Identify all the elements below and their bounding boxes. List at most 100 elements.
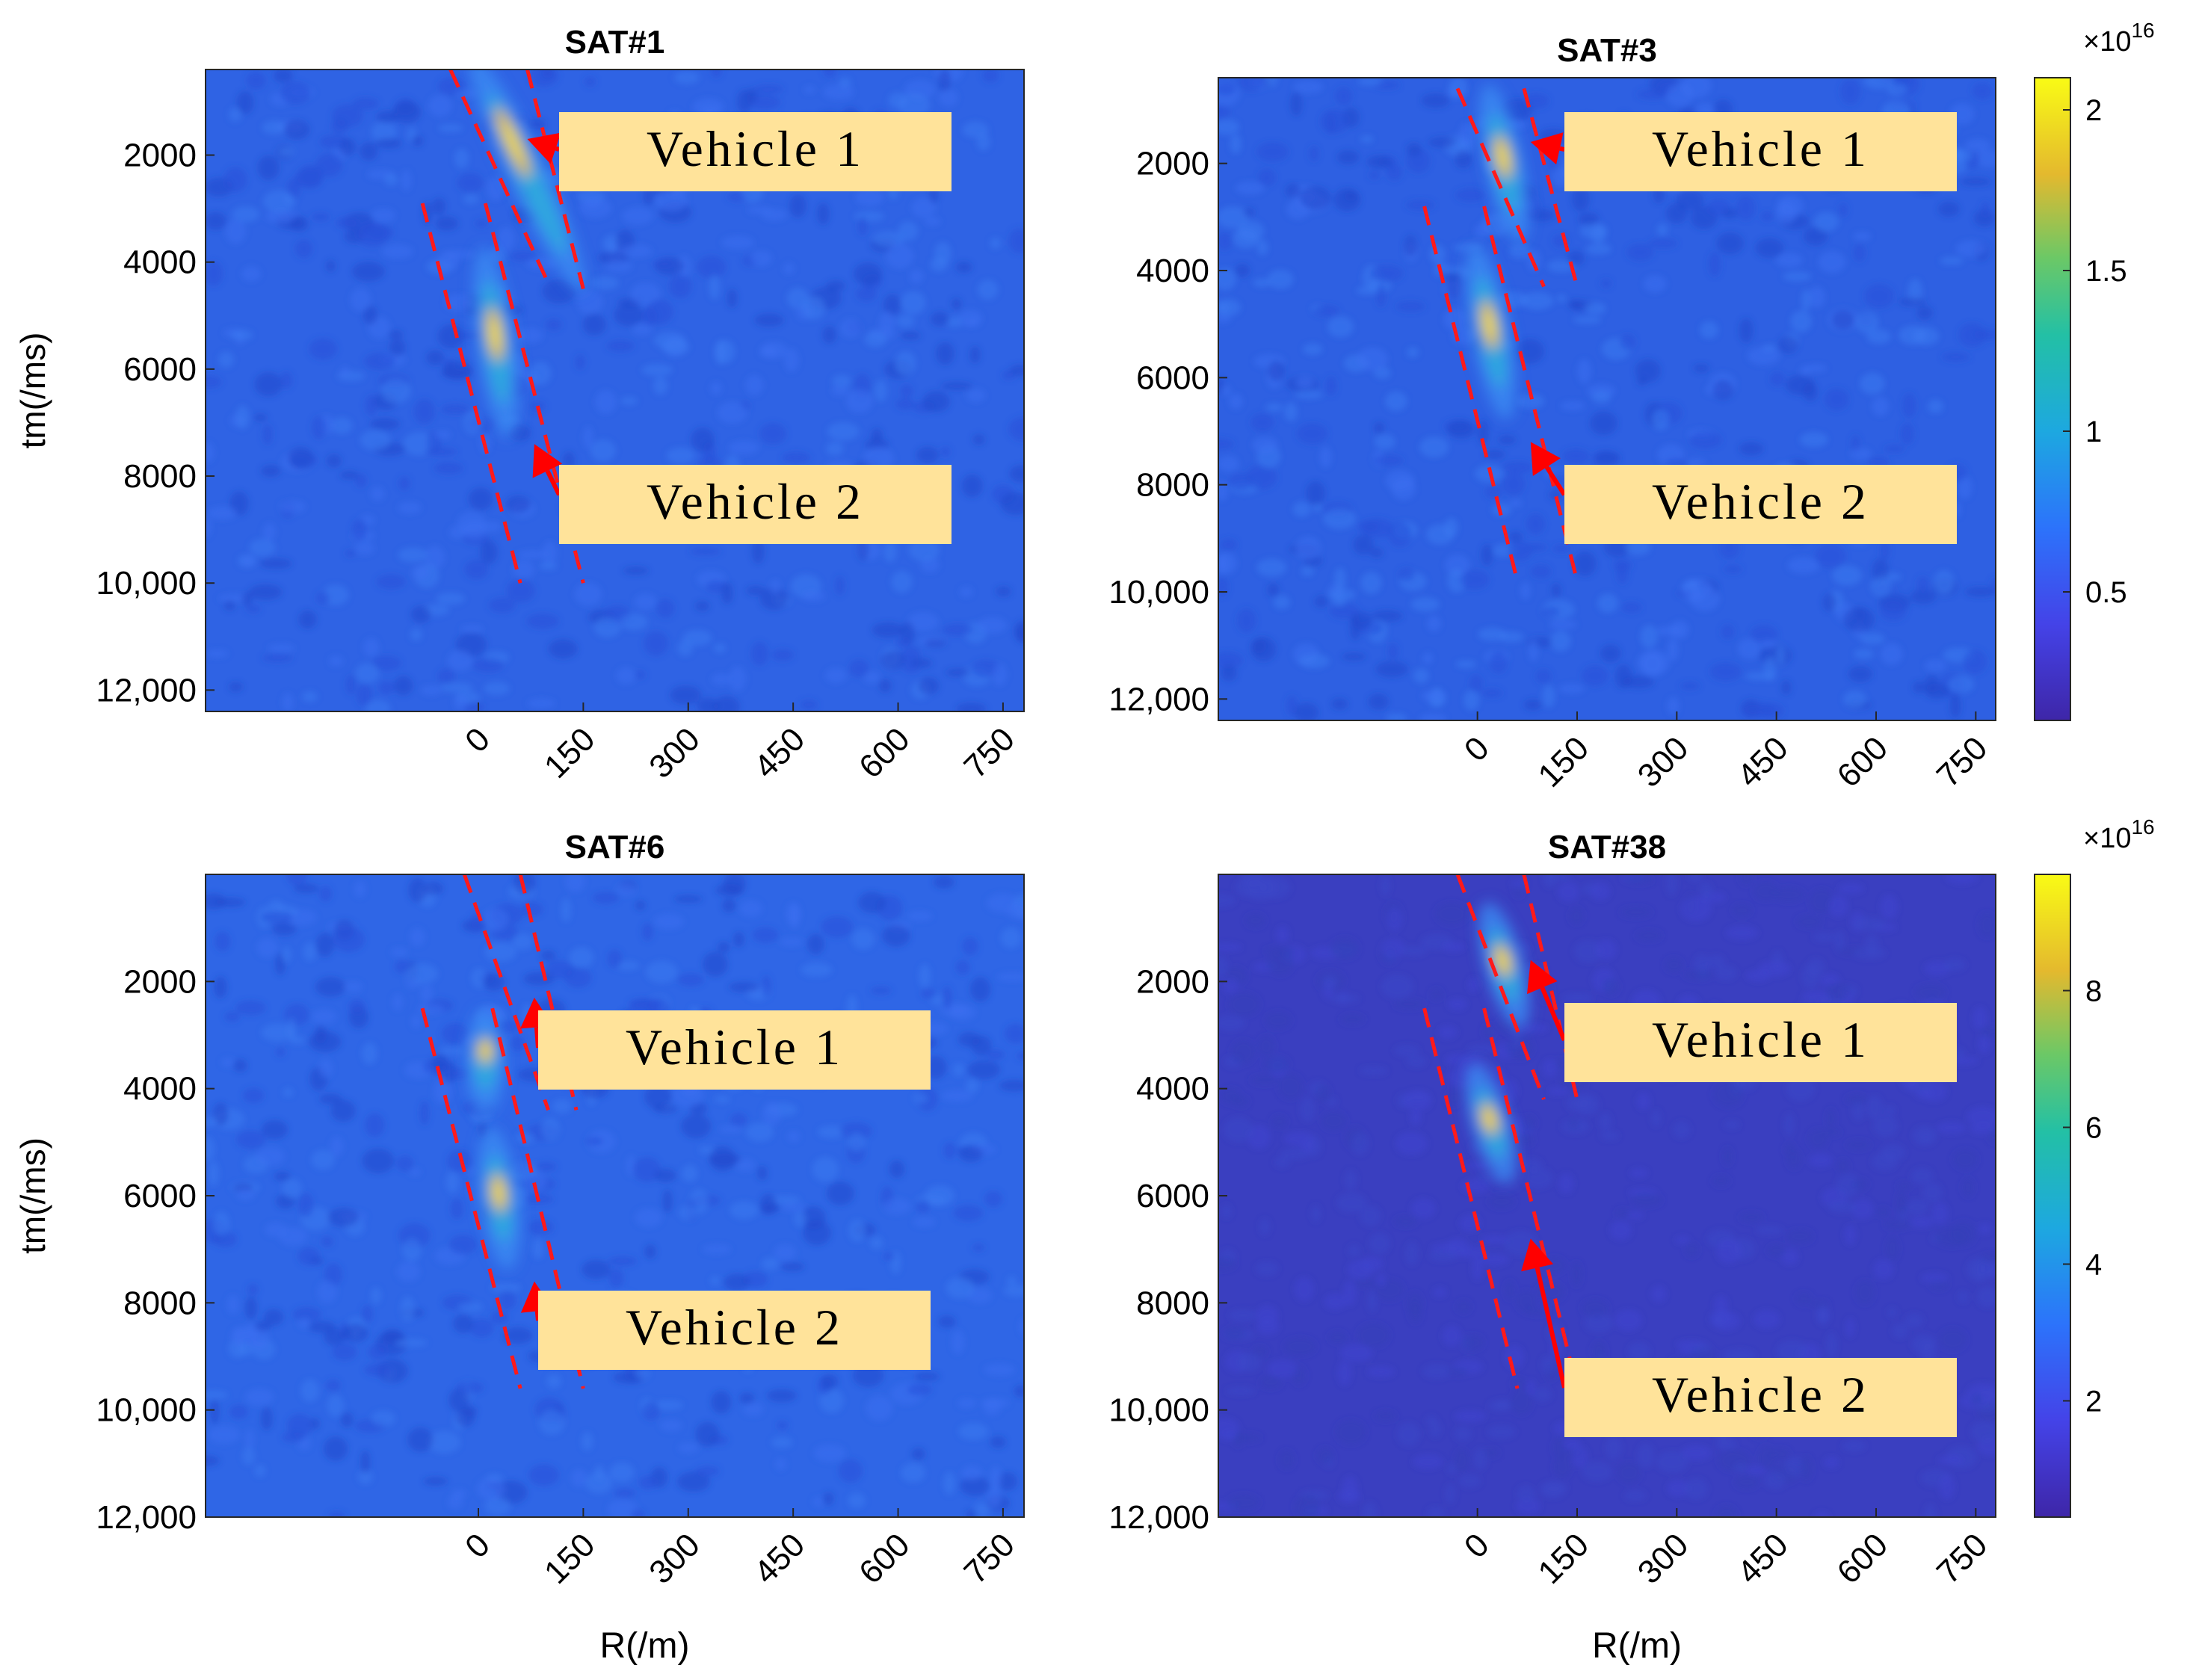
vehicle-callout: Vehicle 2 [1521,1238,1957,1437]
lane-line [1482,206,1579,582]
colorbar-tick-label: 2 [2085,1385,2102,1418]
y-tick-label: 10,000 [96,565,197,602]
lane-line [1455,87,1546,288]
callout-arrow [1540,986,1567,1042]
target-streak [1478,84,1529,243]
axes-frame [205,69,1025,712]
heatmap-background [206,874,1024,1517]
callout-label: Vehicle 2 [1652,473,1869,530]
y-tick-label: 2000 [123,963,197,1000]
x-tick-label: 600 [852,1526,917,1591]
callout-arrowhead [1530,132,1564,165]
x-tick-label: 450 [747,1526,812,1591]
panel-title: SAT#38 [1548,829,1666,865]
vehicle-callout: Vehicle 1 [527,112,952,191]
colorbar-tick-label: 8 [2085,975,2102,1008]
colorbar-gradient [2034,874,2071,1518]
y-tick-label: 6000 [1136,359,1209,396]
callout-box [538,1010,931,1090]
colorbar-tick-label: 1.5 [2085,255,2127,288]
x-tick-label: 300 [642,1526,707,1591]
lane-line [483,203,585,584]
y-tick-label: 10,000 [96,1392,197,1429]
lane-lines [420,68,585,584]
target-streak [1466,244,1516,419]
callout-label: Vehicle 1 [626,1019,843,1075]
callout-label: Vehicle 1 [1652,1011,1869,1068]
x-tick-label: 0 [1458,1526,1496,1565]
x-tick-label: 750 [1930,729,1995,794]
y-tick-label: 12,000 [1108,1499,1209,1536]
callout-arrow [534,1027,540,1049]
x-tick-label: 150 [1532,1526,1597,1591]
target-streaks [1466,84,1529,419]
y-tick-label: 4000 [123,1071,197,1108]
panel-sat-6: SAT#6 2000 4000 6000 8000 10,000 12,000 0 150 300… [13,829,1025,1666]
colorbar: 2 4 6 8 ×1016 [2034,815,2155,1518]
callout-arrowhead [1521,1238,1554,1272]
x-tick-label: 150 [1532,729,1597,794]
y-tick-label: 2000 [1136,963,1209,1000]
x-tick-label: 450 [1730,729,1795,794]
lane-line [1422,206,1520,582]
x-axis-label: R(/m) [1592,1626,1682,1666]
vehicle-callout: Vehicle 2 [520,1281,931,1370]
lane-line [490,1007,585,1389]
y-tick-label: 4000 [1136,1071,1209,1108]
target-streaks [469,70,586,438]
lane-line [1422,1007,1520,1389]
colorbar-gradient [2034,77,2071,721]
x-tick-label: 300 [1631,729,1696,794]
vehicle-callout: Vehicle 1 [519,997,931,1090]
target-streak [1465,1063,1517,1184]
target-streak [472,247,519,438]
x-tick-label: 0 [458,1526,497,1565]
callout-box [1564,1003,1957,1082]
callout-arrow [534,1311,540,1321]
target-streak [1478,902,1530,1028]
callout-box [559,112,952,191]
y-tick-label: 4000 [123,244,197,281]
y-tick-label: 12,000 [96,1499,197,1536]
y-tick-label: 2000 [1136,146,1209,182]
x-tick-label: 750 [957,720,1022,785]
x-tick-label: 600 [1830,729,1896,794]
callout-box [1564,465,1957,544]
colorbar-tick-label: 2 [2085,94,2102,127]
lane-line [1522,87,1579,288]
target-streaks [1465,902,1530,1184]
x-tick-label: 600 [852,720,917,785]
colorbar-tick-label: 6 [2085,1112,2102,1145]
x-tick-label: 750 [1930,1526,1995,1591]
colorbar-tick-label: 4 [2085,1248,2102,1281]
y-tick-label: 8000 [1136,1285,1209,1321]
x-tick-label: 0 [1458,729,1496,768]
y-tick-label: 8000 [1136,467,1209,504]
y-tick-label: 6000 [123,1178,197,1214]
target-streaks [466,1009,521,1270]
lane-line [1455,874,1546,1100]
lane-line [1482,1007,1579,1389]
x-tick-label: 0 [458,720,497,759]
x-tick-label: 750 [957,1526,1022,1591]
panel-sat-3: SAT#3 2000 4000 6000 8000 10,000 12,000 0 150 300… [1108,19,2154,794]
callout-box [1564,112,1957,191]
vehicle-callout: Vehicle 1 [1527,960,1957,1082]
lane-lines [420,874,585,1389]
callout-arrow [545,469,561,496]
target-streak [466,1009,505,1115]
callout-arrowhead [532,444,563,478]
callout-arrow [1535,1267,1567,1389]
y-tick-label: 8000 [123,458,197,495]
colorbar-exponent: ×1016 [2083,815,2155,854]
y-tick-label: 12,000 [1108,681,1209,717]
y-tick-label: 10,000 [1108,574,1209,611]
x-tick-label: 450 [1730,1526,1795,1591]
callout-box [559,465,952,544]
callout-label: Vehicle 1 [1652,120,1869,177]
panel-title: SAT#1 [565,24,665,61]
y-tick-label: 8000 [123,1285,197,1321]
lane-line [462,874,550,1111]
y-tick-label: 6000 [1136,1178,1209,1214]
